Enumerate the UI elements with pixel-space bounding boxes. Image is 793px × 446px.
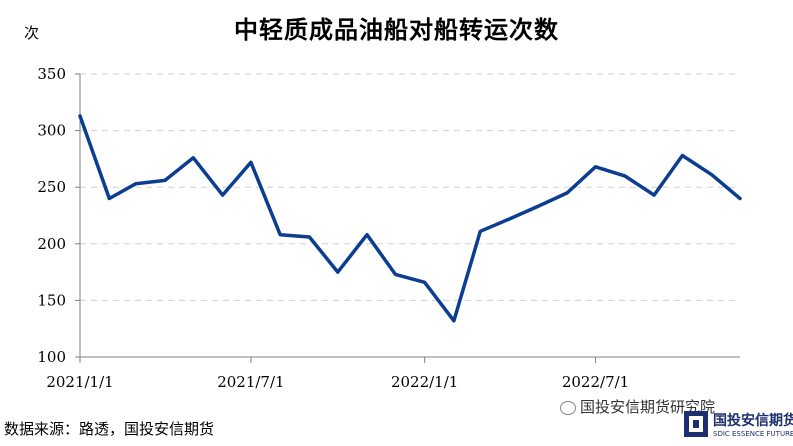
logo-mark-icon [684,411,708,437]
x-tick-label: 2021/7/1 [217,373,284,391]
source-note: 数据来源：路透，国投安信期货 [4,420,215,438]
y-tick-label: 300 [37,122,66,140]
y-axis-unit-label: 次 [24,24,40,42]
gridlines [80,73,740,301]
series-line [78,114,742,323]
logo-name: 国投安信期货 [713,413,793,429]
y-tick-label: 250 [37,178,66,196]
y-tick-label: 200 [37,235,66,253]
axes [75,73,740,363]
x-tick-label: 2022/1/1 [391,373,458,391]
y-tick-label: 350 [37,65,66,83]
tick-labels: 100 150 200 250 300 350 2021/1/1 2021/7/1 2022/1… [37,65,629,391]
y-tick-label: 100 [37,348,66,366]
x-tick-label: 2021/1/1 [46,373,113,391]
logo-subtitle: SDIC ESSENCE FUTURES [713,430,793,438]
company-logo: 国投安信期货 SDIC ESSENCE FUTURES [683,408,793,442]
y-tick-label: 150 [37,291,66,309]
wechat-icon [560,400,576,415]
chart-title: 中轻质成品油船对船转运次数 [234,15,559,44]
x-tick-label: 2022/7/1 [562,373,629,391]
watermark-text: 国投安信期货研究院 [580,398,716,416]
series-layer [78,114,742,323]
wechat-watermark: 国投安信期货研究院 [560,396,715,417]
